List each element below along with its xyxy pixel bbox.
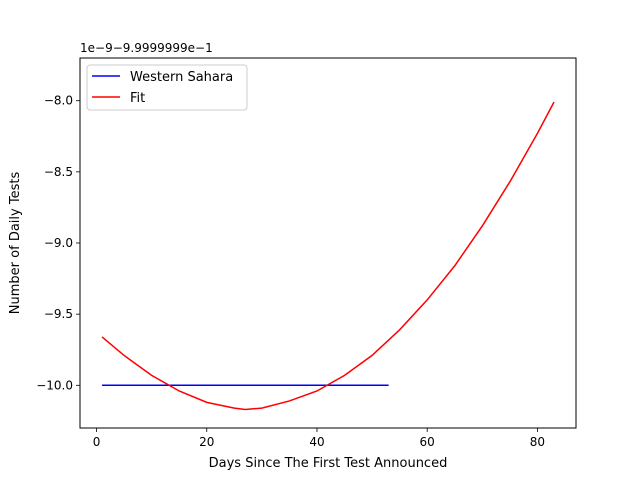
y-tick-label: −9.0 xyxy=(44,236,73,250)
x-tick-label: 0 xyxy=(93,435,101,449)
y-axis-label: Number of Daily Tests xyxy=(8,172,23,315)
y-tick-label: −8.5 xyxy=(44,165,73,179)
legend-label-fit: Fit xyxy=(130,91,145,106)
y-tick-label: −9.5 xyxy=(44,307,73,321)
series-line-fit xyxy=(101,101,555,411)
y-tick-label: −10.0 xyxy=(36,378,73,392)
x-tick-label: 60 xyxy=(420,435,435,449)
y-tick-label: −8.0 xyxy=(44,94,73,108)
legend-frame xyxy=(86,64,248,111)
x-tick-label: 80 xyxy=(530,435,545,449)
legend-label-western-sahara: Western Sahara xyxy=(130,70,233,85)
y-axis: −10.0 −9.5 −9.0 −8.5 −8.0 xyxy=(36,94,80,392)
x-axis-label: Days Since The First Test Announced xyxy=(209,456,448,471)
x-axis: 0 20 40 60 80 xyxy=(93,428,545,449)
x-tick-label: 40 xyxy=(309,435,324,449)
x-tick-label: 20 xyxy=(199,435,214,449)
legend: Western Sahara Fit xyxy=(86,64,248,111)
series-layer xyxy=(101,101,555,411)
y-axis-offset-label: 1e−9−9.9999999e−1 xyxy=(80,41,213,55)
